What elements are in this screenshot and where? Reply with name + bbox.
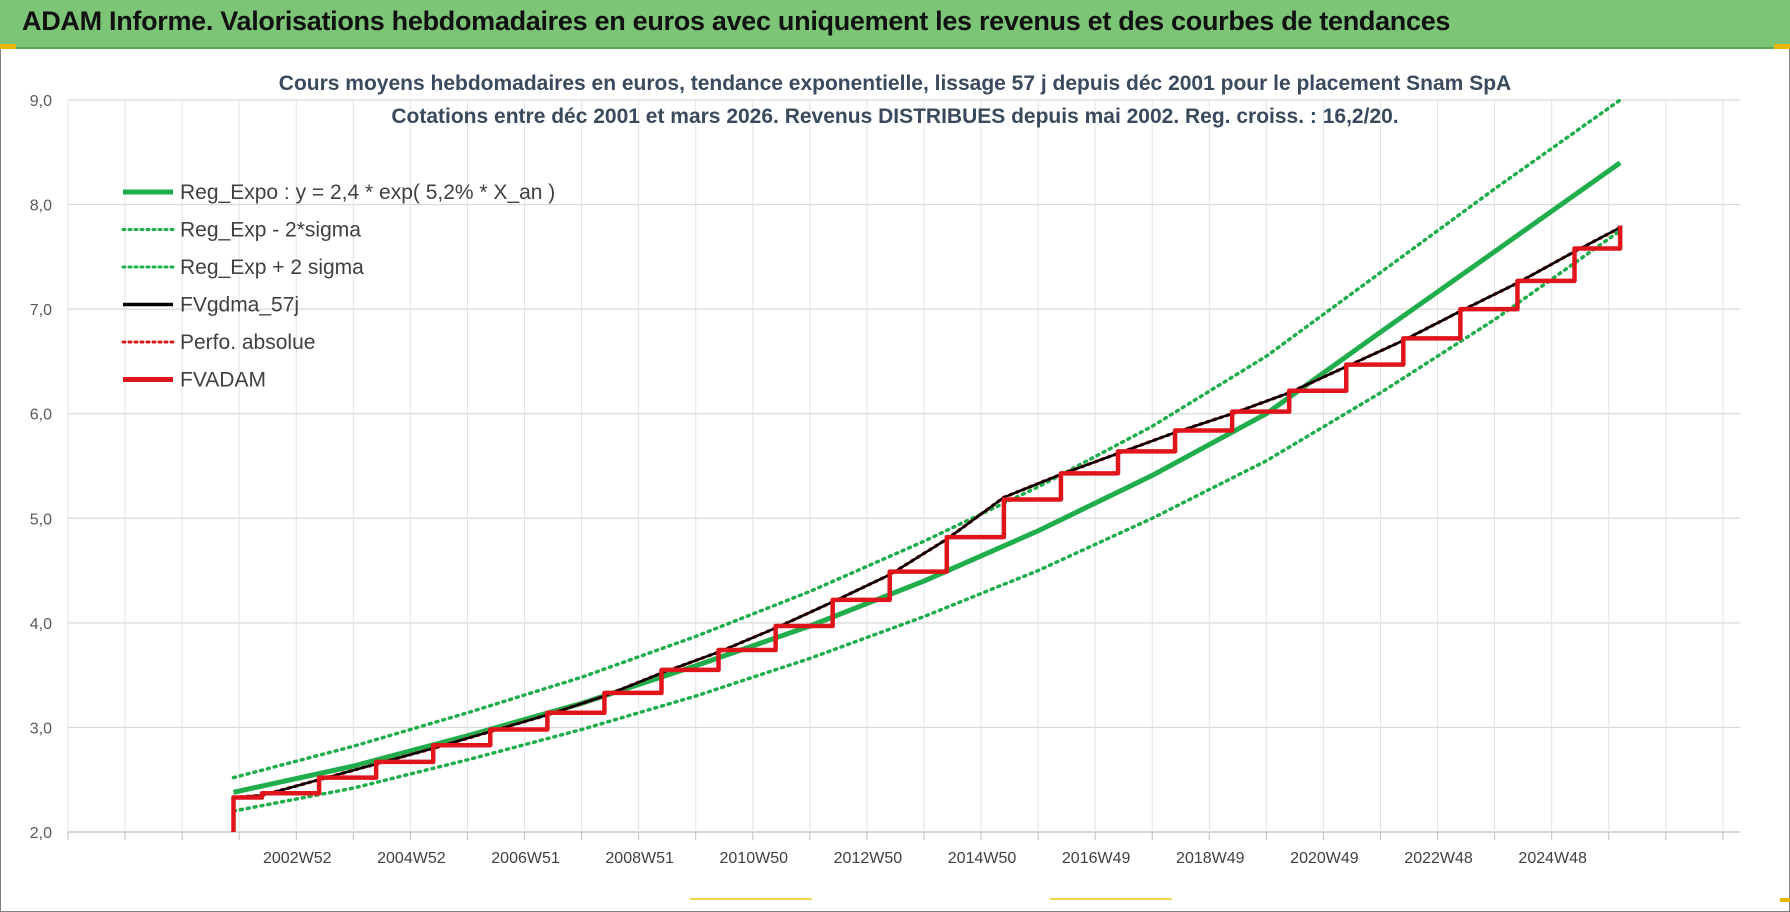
x-tick-label: 2016W49 (1062, 850, 1131, 867)
x-tick-label: 2004W52 (377, 850, 446, 867)
x-tick-label: 2006W51 (491, 850, 560, 867)
x-tick-label: 2018W49 (1176, 850, 1245, 867)
x-tick-label: 2014W50 (948, 850, 1017, 867)
y-tick-label: 7,0 (30, 302, 52, 319)
chart-title-line-1: Cours moyens hebdomadaires en euros, ten… (278, 72, 1512, 95)
legend-label: FVADAM (180, 369, 266, 392)
legend-label: Perfo. absolue (180, 331, 315, 354)
header-title: ADAM Informe. Valorisations hebdomadaire… (22, 6, 1451, 36)
footer-mark (1050, 898, 1172, 900)
grid (67, 99, 1740, 833)
x-tick-label: 2002W52 (263, 850, 332, 867)
x-tick-label: 2010W50 (720, 850, 789, 867)
chart-title-line-2: Cotations entre déc 2001 et mars 2026. R… (391, 105, 1399, 128)
series-line-fvadam (231, 225, 1623, 832)
y-tick-label: 8,0 (30, 198, 52, 215)
footer-mark (690, 898, 812, 900)
header-bar: ADAM Informe. Valorisations hebdomadaire… (0, 0, 1790, 49)
series-line-fvgdma-57j (233, 226, 1621, 799)
y-tick-label: 2,0 (30, 825, 52, 842)
y-tick-label: 9,0 (30, 93, 52, 110)
series-line-reg-expo-y-2-4-exp-5-2-x-an (232, 160, 1622, 795)
y-tick-label: 6,0 (30, 407, 52, 424)
y-tick-label: 5,0 (30, 511, 52, 528)
x-tick-label: 2012W50 (834, 850, 903, 867)
legend-label: FVgdma_57j (180, 294, 299, 317)
y-tick-label: 4,0 (30, 616, 52, 633)
legend-label: Reg_Expo : y = 2,4 * exp( 5,2% * X_an ) (180, 181, 555, 204)
x-tick-label: 2022W48 (1404, 850, 1473, 867)
legend: Reg_Expo : y = 2,4 * exp( 5,2% * X_an ) R… (121, 181, 555, 392)
corner-mark-left (0, 44, 16, 49)
series-line-reg-exp-2-sigma (231, 228, 1622, 813)
corner-mark-bottom-right (1780, 898, 1790, 902)
series-line-perfo-absolue (231, 225, 1622, 800)
x-tick-label: 2008W51 (605, 850, 674, 867)
y-tick-label: 3,0 (30, 720, 52, 737)
x-tick-label: 2024W48 (1518, 850, 1587, 867)
series-group (231, 98, 1623, 832)
axes: 2,0 3,0 4,0 5,0 6,0 7,0 8,0 9,0 2002W52 2004W52 20… (30, 93, 1724, 867)
series-line-reg-exp-2-sigma (231, 98, 1622, 780)
legend-label: Reg_Exp - 2*sigma (180, 219, 361, 242)
corner-mark-right (1774, 44, 1790, 49)
x-tick-label: 2020W49 (1290, 850, 1359, 867)
legend-label: Reg_Exp + 2 sigma (180, 256, 364, 279)
